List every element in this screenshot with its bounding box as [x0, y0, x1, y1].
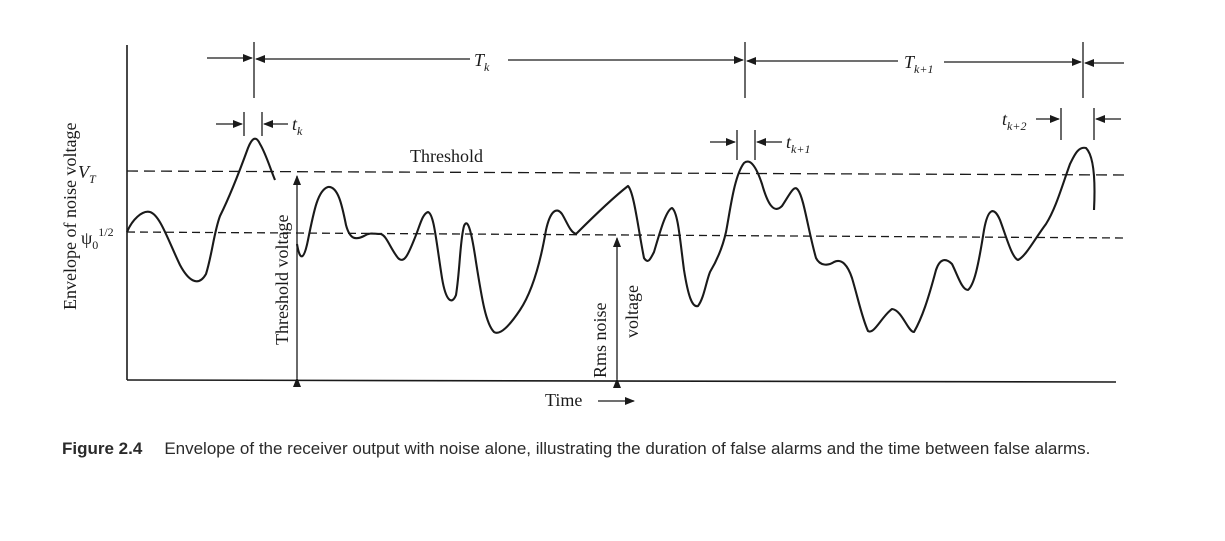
rms-level-line [126, 231, 1129, 239]
threshold-label: Threshold [410, 146, 483, 166]
caption-text: Envelope of the receiver output with noi… [164, 439, 1091, 458]
threshold-line [126, 170, 1129, 176]
caption-figure-label: Figure 2.4 [62, 439, 143, 458]
x-axis-line [126, 379, 1117, 383]
noise-envelope-curve [126, 137, 1096, 334]
duration-label-tk2: tk+2 [1002, 109, 1026, 133]
rms-noise-label-line1: Rms noise [590, 302, 610, 378]
threshold-voltage-label: Threshold voltage [272, 215, 292, 345]
x-axis-label: Time [545, 390, 582, 410]
rms-level-label: ψ01/2 [81, 225, 114, 252]
rms-noise-label-line2: voltage [622, 285, 642, 338]
interval-label-tk: Tk [474, 50, 490, 74]
figure-caption: Figure 2.4 Envelope of the receiver outpu… [62, 438, 1172, 459]
interval-label-tk1: Tk+1 [904, 52, 933, 76]
y-axis-label: Envelope of noise voltage [60, 123, 80, 310]
threshold-level-label: VT [78, 162, 97, 186]
duration-label-tk: tk [292, 114, 303, 138]
duration-label-tk1: tk+1 [786, 132, 810, 156]
